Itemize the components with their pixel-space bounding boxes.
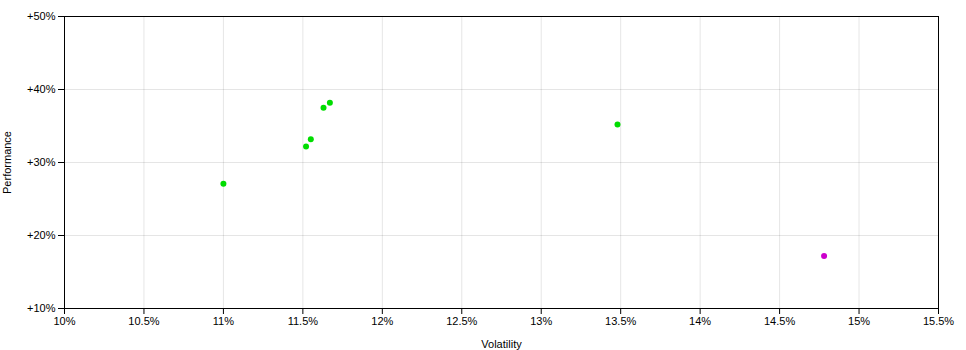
svg-text:12%: 12% [371,315,393,327]
svg-text:14%: 14% [689,315,711,327]
svg-text:15.5%: 15.5% [923,315,954,327]
svg-text:11%: 11% [213,315,234,327]
svg-text:10.5%: 10.5% [128,315,159,327]
svg-text:14.5%: 14.5% [764,315,795,327]
svg-text:+40%: +40% [27,83,56,95]
svg-text:Performance: Performance [1,131,13,194]
svg-text:13.5%: 13.5% [605,315,636,327]
svg-text:Volatility: Volatility [481,338,522,350]
svg-text:10%: 10% [53,315,75,327]
svg-text:12.5%: 12.5% [446,315,477,327]
svg-text:13%: 13% [530,315,552,327]
svg-text:+50%: +50% [27,10,56,22]
svg-text:15%: 15% [848,315,870,327]
svg-text:+20%: +20% [27,229,56,241]
svg-text:+10%: +10% [27,302,56,314]
svg-text:+30%: +30% [27,156,56,168]
svg-text:11.5%: 11.5% [288,315,319,327]
